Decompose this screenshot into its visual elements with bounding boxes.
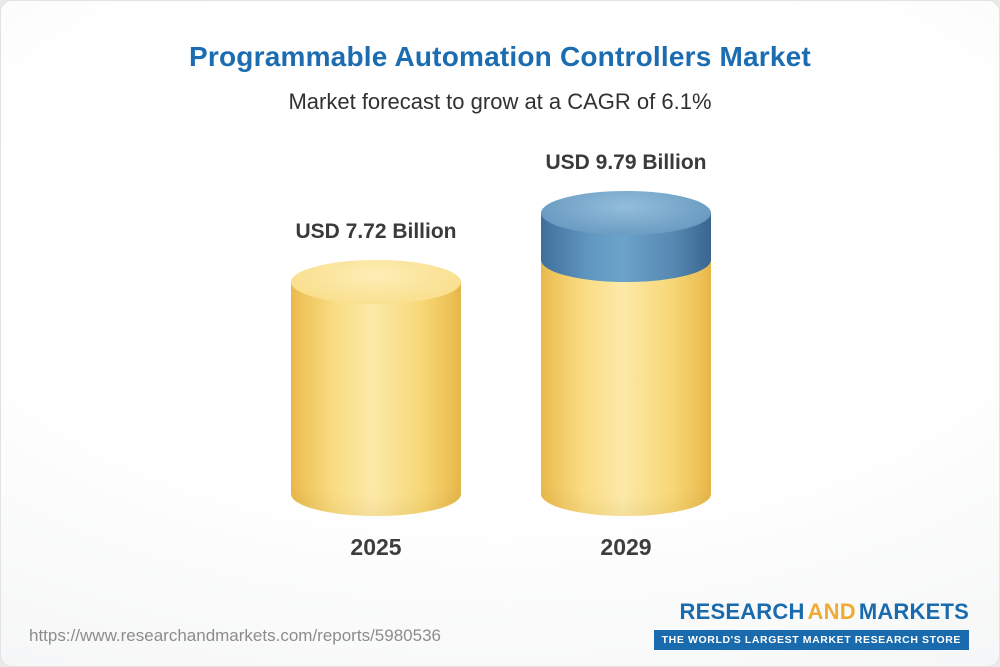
- chart-subtitle: Market forecast to grow at a CAGR of 6.1…: [288, 89, 712, 114]
- logo-wordmark: RESEARCH AND MARKETS: [654, 599, 969, 625]
- chart-title: Programmable Automation Controllers Mark…: [189, 41, 811, 72]
- x-tick-label-2029: 2029: [600, 534, 652, 560]
- cylinder-top-cap-2025: [291, 260, 461, 304]
- logo-word-research: RESEARCH: [679, 599, 805, 624]
- cylinder-bar-2025: [291, 260, 461, 516]
- value-label-2025: USD 7.72 Billion: [295, 220, 457, 243]
- cylinder-body-2025: [291, 282, 461, 516]
- logo-word-and: AND: [807, 599, 856, 624]
- cylinder-top-cap-2029: [541, 191, 711, 235]
- value-label-2029: USD 9.79 Billion: [545, 151, 707, 174]
- research-and-markets-logo: RESEARCH AND MARKETS THE WORLD'S LARGEST M…: [653, 599, 969, 650]
- cylinder-bar-2029: [541, 191, 711, 516]
- header: Programmable Automation Controllers Mark…: [1, 1, 999, 115]
- logo-tagline: THE WORLD'S LARGEST MARKET RESEARCH STOR…: [653, 630, 969, 650]
- bar-column-2025: USD 7.72 Billion 2025: [256, 220, 496, 561]
- report-url-link[interactable]: https://www.researchandmarkets.com/repor…: [29, 626, 441, 645]
- x-tick-label-2025: 2025: [350, 534, 402, 560]
- logo-word-markets: MARKETS: [858, 599, 969, 624]
- bar-column-2029: USD 9.79 Billion 2029: [506, 151, 746, 561]
